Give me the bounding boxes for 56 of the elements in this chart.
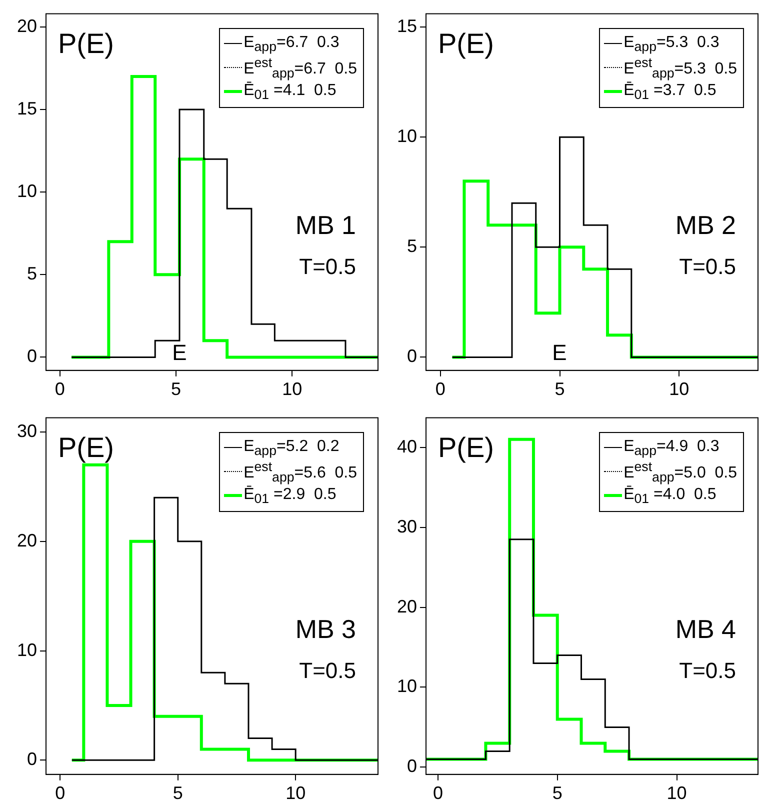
y-tick-label: 5 (406, 236, 417, 256)
x-tick-label: 5 (171, 379, 182, 400)
legend-label: E$_{app}$=5.2 0.2 (244, 438, 340, 458)
annotation: E$^{est}$$_{app}$=5.0 0.5 (624, 459, 737, 485)
text: P(E) (438, 432, 494, 464)
annotation: MB 1 (295, 210, 356, 241)
x-tick-label: 5 (552, 783, 562, 804)
x-axis-title: E (552, 340, 567, 366)
legend-label: Ē$_{01}$ =4.0 0.5 (624, 486, 716, 506)
annotation: MB 3 (295, 614, 356, 645)
text: P(E) (58, 432, 114, 464)
y-tick-label: 30 (16, 420, 37, 441)
y-tick-label: 10 (16, 640, 37, 660)
y-tick-label: 20 (16, 16, 37, 36)
annotation: E$^{est}$$_{app}$=5.6 0.5 (244, 459, 357, 485)
x-tick-label: 10 (669, 379, 690, 400)
legend-label: Ē$_{01}$ =2.9 0.5 (244, 486, 336, 506)
y-tick-label: 30 (396, 516, 417, 536)
x-tick-label: 0 (432, 783, 443, 804)
y-tick-label: 0 (406, 346, 417, 366)
y-tick-label: 10 (16, 181, 37, 202)
y-tick-label: 0 (406, 756, 417, 776)
text: P(E) (438, 28, 494, 60)
annotation: T=0.5 (679, 658, 736, 684)
x-tick-label: 10 (286, 783, 306, 804)
y-tick-label: 40 (396, 436, 417, 456)
y-tick-label: 15 (16, 98, 37, 119)
annotation: MB 2 (675, 210, 736, 241)
legend-label: Ē$_{01}$ =4.1 0.5 (244, 82, 336, 102)
y-tick-label: 10 (396, 126, 417, 146)
y-tick-label: 10 (396, 676, 417, 696)
x-tick-label: 0 (55, 783, 66, 804)
y-tick-label: 20 (396, 596, 417, 616)
x-axis-title: E (172, 340, 187, 366)
annotation: T=0.5 (299, 658, 356, 684)
legend-label: E$_{app}$=4.9 0.3 (624, 438, 720, 458)
x-tick-label: 5 (172, 783, 183, 804)
annotation: MB 4 (675, 614, 736, 645)
annotation: T=0.5 (299, 254, 356, 280)
x-tick-label: 10 (666, 783, 687, 804)
legend-label: Ē$_{01}$ =3.7 0.5 (624, 82, 716, 102)
annotation: T=0.5 (679, 254, 736, 280)
y-tick-label: 0 (26, 346, 37, 366)
annotation: E$^{est}$$_{app}$=5.3 0.5 (624, 55, 737, 81)
y-tick-label: 5 (26, 264, 37, 284)
x-tick-label: 5 (554, 379, 565, 400)
x-tick-label: 0 (435, 379, 446, 400)
x-tick-label: 0 (54, 379, 65, 400)
y-tick-label: 20 (16, 530, 37, 550)
text: P(E) (58, 28, 114, 60)
x-tick-label: 10 (282, 379, 302, 400)
annotation: E$^{est}$$_{app}$=6.7 0.5 (244, 55, 357, 81)
y-tick-label: 0 (26, 749, 37, 770)
y-tick-label: 15 (396, 16, 417, 36)
legend-label: E$_{app}$=5.3 0.3 (624, 34, 720, 54)
legend-label: E$_{app}$=6.7 0.3 (244, 34, 340, 54)
